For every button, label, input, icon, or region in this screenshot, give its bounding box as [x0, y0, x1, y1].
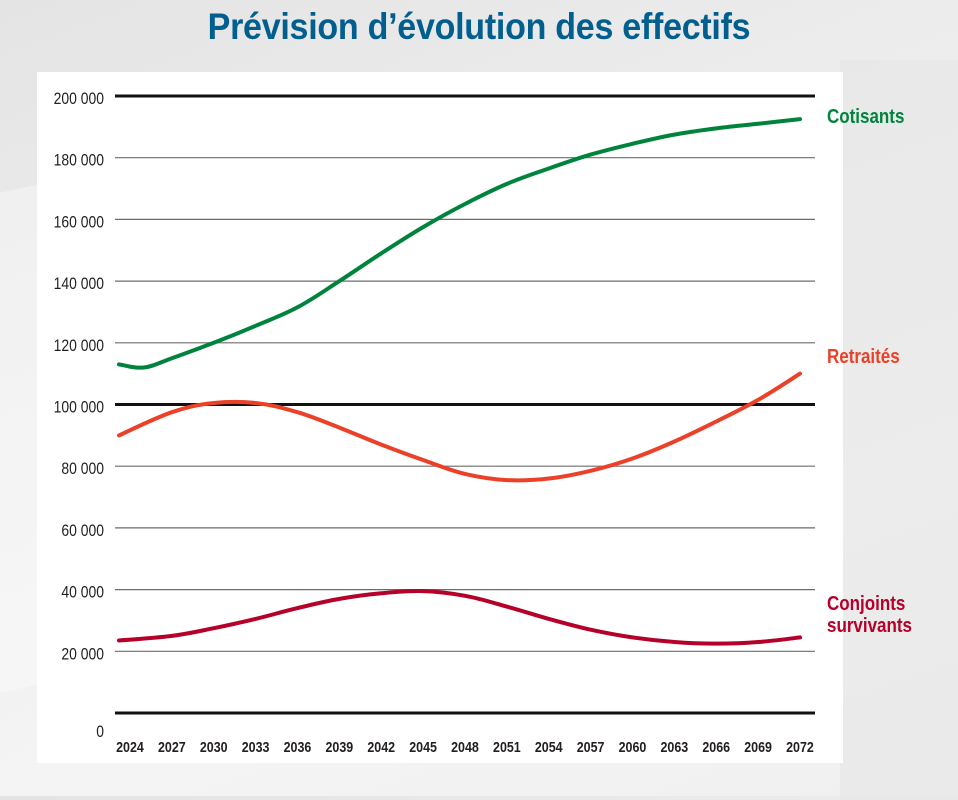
x-tick-label: 2060 — [619, 739, 647, 755]
y-tick-label: 140 000 — [54, 275, 105, 294]
chart-title: Prévision d’évolution des effectifs — [207, 6, 751, 47]
y-tick-label: 180 000 — [54, 151, 105, 170]
legend-label-conjoints-survivants: survivants — [827, 614, 912, 637]
x-tick-label: 2051 — [493, 739, 521, 755]
x-tick-label: 2048 — [451, 739, 479, 755]
legend-label-retraites: Retraités — [827, 345, 900, 368]
gridlines — [115, 94, 815, 715]
x-tick-label: 2039 — [326, 739, 354, 755]
y-tick-label: 80 000 — [61, 460, 104, 479]
y-tick-label: 60 000 — [61, 522, 104, 541]
x-tick-label: 2045 — [409, 739, 437, 755]
x-tick-label: 2024 — [116, 739, 144, 755]
y-tick-label: 0 — [96, 723, 104, 742]
x-axis-ticks: 2024 2027 2030 2033 2036 2039 2042 2045 2048 2051… — [116, 739, 814, 755]
x-tick-label: 2069 — [744, 739, 772, 755]
x-tick-label: 2066 — [702, 739, 730, 755]
x-tick-label: 2072 — [786, 739, 814, 755]
y-tick-label: 120 000 — [54, 337, 105, 356]
x-tick-label: 2030 — [200, 739, 228, 755]
x-tick-label: 2063 — [661, 739, 689, 755]
series-line-retraites — [117, 371, 802, 483]
series-line-cotisants — [117, 117, 802, 370]
x-tick-label: 2036 — [284, 739, 312, 755]
y-tick-label: 20 000 — [61, 645, 104, 664]
x-tick-label: 2027 — [158, 739, 186, 755]
y-tick-label: 40 000 — [61, 583, 104, 602]
x-tick-label: 2054 — [535, 739, 563, 755]
series-line-conjoints-survivants — [117, 589, 802, 646]
legend-label-conjoints-survivants: Conjoints — [827, 592, 905, 615]
y-tick-label: 160 000 — [54, 213, 105, 232]
x-tick-label: 2042 — [367, 739, 395, 755]
chart-panel — [37, 72, 843, 763]
y-tick-label: 100 000 — [54, 398, 105, 417]
x-tick-label: 2033 — [242, 739, 270, 755]
x-tick-label: 2057 — [577, 739, 605, 755]
legend-label-cotisants: Cotisants — [827, 105, 904, 128]
series-lines — [117, 117, 802, 646]
y-axis-ticks: 0 20 000 40 000 60 000 80 000 100 000 120 000 1… — [54, 90, 105, 742]
y-tick-label: 200 000 — [54, 90, 105, 109]
background-shape — [840, 60, 958, 800]
